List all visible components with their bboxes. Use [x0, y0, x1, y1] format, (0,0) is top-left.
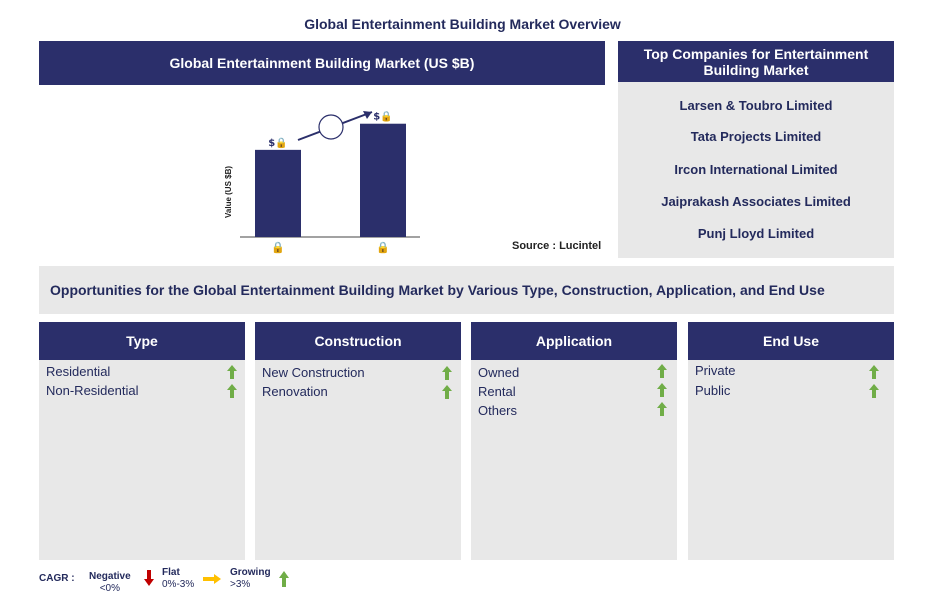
company-item: Tata Projects Limited — [690, 129, 822, 144]
bar — [255, 149, 301, 237]
segment-construction: Construction New Construction Renovation — [255, 322, 461, 560]
cagr-circle — [318, 114, 344, 140]
page-title: Global Entertainment Building Market Ove… — [304, 16, 621, 32]
segment-item: Rental — [478, 384, 516, 399]
company-item: Larsen & Toubro Limited — [679, 98, 833, 113]
negative-arrow-icon — [144, 570, 154, 586]
bar-value-label: $🔒 — [268, 137, 287, 149]
segment-application: Application Owned Rental Others — [471, 322, 677, 560]
company-item: Jaiprakash Associates Limited — [661, 194, 851, 209]
growing-arrow-icon — [279, 571, 289, 587]
segment-item: Private — [695, 363, 736, 378]
segment-title: Application — [471, 322, 677, 360]
category-tick-label: 🔒 — [271, 241, 285, 254]
legend-growing: Growing >3% — [230, 567, 271, 591]
bar-value-label: $🔒 — [373, 111, 392, 123]
legend-negative: Negative <0% — [89, 571, 131, 595]
legend-flat: Flat 0%-3% — [162, 567, 194, 591]
company-item: Punj Lloyd Limited — [697, 226, 815, 241]
companies-list: Larsen & Toubro Limited Tata Projects Li… — [618, 82, 894, 258]
segment-type: Type Residential Non-Residential — [39, 322, 245, 560]
growing-arrow-icon — [227, 384, 237, 398]
growing-arrow-icon — [869, 384, 879, 398]
cagr-legend-label: CAGR : — [39, 573, 75, 584]
growing-arrow-icon — [657, 402, 667, 416]
market-bar-chart: Value (US $B) $🔒 🔒 $🔒 🔒 — [200, 95, 620, 260]
company-item: Ircon International Limited — [674, 162, 838, 177]
growing-arrow-icon — [442, 385, 452, 399]
growing-arrow-icon — [227, 365, 237, 379]
y-axis-label: Value (US $B) — [224, 166, 233, 218]
segment-item: New Construction — [262, 365, 365, 380]
legend-growing-range: >3% — [230, 579, 251, 590]
growing-arrow-icon — [657, 383, 667, 397]
growing-arrow-icon — [442, 366, 452, 380]
segment-end-use: End Use Private Public — [688, 322, 894, 560]
market-chart-header: Global Entertainment Building Market (US… — [39, 41, 605, 85]
segment-item: Renovation — [262, 384, 328, 399]
companies-header: Top Companies for Entertainment Building… — [618, 41, 894, 82]
opportunities-banner: Opportunities for the Global Entertainme… — [39, 266, 894, 314]
growing-arrow-icon — [657, 364, 667, 378]
growing-arrow-icon — [869, 365, 879, 379]
source-note: Source : Lucintel — [512, 240, 602, 252]
growth-arrow-head — [363, 111, 372, 119]
category-tick-label: 🔒 — [376, 241, 390, 254]
segment-item: Owned — [478, 365, 520, 380]
segment-title: Type — [39, 322, 245, 360]
segment-item: Residential — [46, 364, 111, 379]
legend-growing-title: Growing — [230, 567, 271, 578]
segment-title: Construction — [255, 322, 461, 360]
chart-svg: Value (US $B) $🔒 🔒 $🔒 🔒 — [224, 111, 420, 254]
legend-flat-range: 0%-3% — [162, 579, 195, 590]
legend-negative-range: <0% — [99, 583, 120, 594]
legend-flat-title: Flat — [162, 567, 180, 578]
segment-item: Non-Residential — [46, 383, 139, 398]
segment-item: Others — [478, 403, 518, 418]
flat-arrow-icon — [203, 574, 221, 584]
legend-negative-title: Negative — [89, 571, 131, 582]
segment-title: End Use — [688, 322, 894, 360]
bar — [360, 123, 406, 237]
segment-item: Public — [695, 383, 731, 398]
